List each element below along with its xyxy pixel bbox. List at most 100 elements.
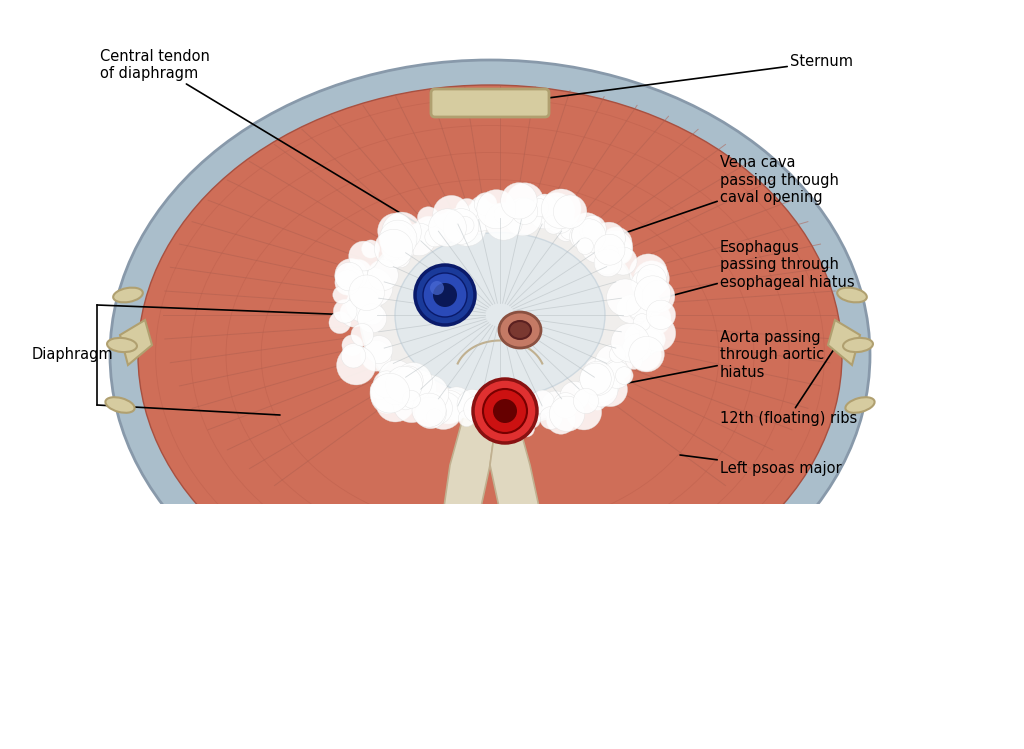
Circle shape [615, 367, 633, 384]
Circle shape [342, 335, 362, 356]
Circle shape [528, 196, 561, 228]
Circle shape [440, 387, 473, 419]
Circle shape [335, 270, 360, 295]
Circle shape [549, 396, 585, 431]
Circle shape [544, 197, 567, 220]
Circle shape [393, 366, 423, 395]
Circle shape [623, 334, 651, 363]
Polygon shape [472, 548, 508, 578]
Circle shape [504, 198, 542, 236]
Circle shape [553, 392, 579, 418]
Circle shape [392, 228, 416, 251]
Circle shape [394, 228, 413, 246]
Circle shape [399, 370, 436, 407]
Circle shape [393, 385, 430, 422]
Circle shape [631, 340, 662, 371]
Circle shape [518, 421, 535, 437]
Circle shape [629, 336, 665, 372]
Circle shape [370, 380, 389, 400]
Circle shape [590, 363, 616, 390]
Circle shape [587, 368, 603, 385]
Text: Diaphragm: Diaphragm [32, 348, 114, 363]
Circle shape [582, 364, 620, 402]
Circle shape [631, 270, 660, 299]
Ellipse shape [138, 85, 842, 625]
Circle shape [485, 202, 522, 240]
Circle shape [594, 249, 622, 277]
Circle shape [584, 372, 617, 407]
Text: Left quadratus
lumborum: Left quadratus lumborum [690, 504, 826, 536]
Circle shape [483, 399, 518, 434]
Circle shape [530, 390, 554, 414]
FancyBboxPatch shape [431, 89, 549, 117]
Circle shape [474, 192, 497, 216]
Circle shape [397, 393, 414, 410]
Circle shape [633, 315, 654, 336]
Circle shape [418, 207, 439, 228]
Circle shape [566, 395, 602, 430]
Circle shape [637, 264, 667, 294]
Ellipse shape [105, 397, 134, 413]
Circle shape [379, 220, 417, 258]
Circle shape [572, 213, 602, 243]
Circle shape [560, 219, 581, 240]
Text: Vena cava
passing through
caval opening: Vena cava passing through caval opening [473, 155, 839, 285]
Circle shape [394, 363, 432, 401]
Circle shape [584, 357, 614, 388]
Circle shape [456, 198, 478, 221]
Circle shape [609, 346, 626, 363]
Circle shape [433, 195, 470, 232]
Circle shape [379, 360, 415, 396]
Circle shape [361, 240, 380, 258]
Circle shape [540, 407, 562, 429]
Ellipse shape [838, 288, 867, 303]
Circle shape [415, 265, 475, 325]
Circle shape [384, 215, 412, 243]
Circle shape [334, 300, 357, 323]
Circle shape [486, 407, 510, 430]
Circle shape [522, 410, 541, 428]
Circle shape [542, 189, 581, 228]
Circle shape [381, 235, 398, 252]
Circle shape [642, 296, 663, 316]
Bar [90, 503, 890, 718]
Circle shape [382, 212, 421, 252]
Circle shape [603, 252, 623, 272]
Circle shape [506, 183, 544, 220]
Circle shape [626, 353, 642, 369]
Text: Left psoas major: Left psoas major [680, 455, 842, 476]
Circle shape [544, 215, 563, 234]
Circle shape [640, 315, 676, 351]
Circle shape [634, 314, 650, 331]
Circle shape [464, 396, 490, 423]
Circle shape [571, 225, 592, 245]
Circle shape [626, 326, 658, 358]
Text: Vertebrae: Vertebrae [140, 560, 445, 663]
Circle shape [595, 345, 633, 382]
Circle shape [494, 205, 512, 223]
Circle shape [429, 209, 466, 246]
Circle shape [393, 237, 411, 254]
Circle shape [553, 195, 587, 228]
Circle shape [423, 273, 467, 317]
Circle shape [466, 200, 497, 231]
Text: Diaphragm (inferior view): Diaphragm (inferior view) [395, 716, 629, 734]
Circle shape [365, 336, 393, 363]
Circle shape [538, 192, 574, 229]
Ellipse shape [499, 312, 541, 348]
Circle shape [340, 300, 368, 327]
Bar [90, 503, 890, 718]
Ellipse shape [497, 530, 559, 571]
Circle shape [638, 303, 671, 336]
Circle shape [471, 196, 488, 214]
Circle shape [643, 277, 664, 298]
Circle shape [606, 279, 644, 316]
Circle shape [341, 344, 366, 368]
Circle shape [382, 377, 410, 404]
Polygon shape [490, 392, 545, 590]
Circle shape [335, 262, 364, 291]
Circle shape [344, 260, 372, 288]
Circle shape [357, 303, 387, 333]
Ellipse shape [843, 338, 872, 352]
Circle shape [593, 372, 628, 407]
